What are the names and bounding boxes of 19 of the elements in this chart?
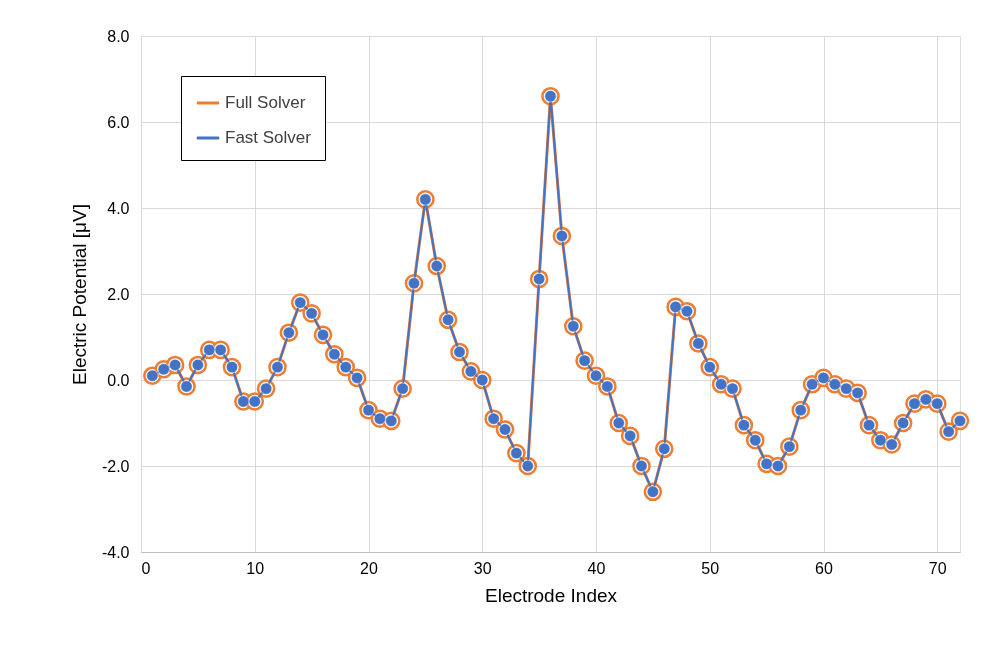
y-tick-label: 6.0 <box>107 113 130 131</box>
x-tick-label: 50 <box>701 559 720 577</box>
x-tick-label: 40 <box>587 559 606 577</box>
legend-label: Full Solver <box>225 93 306 112</box>
y-tick-label: 2.0 <box>107 285 130 303</box>
y-tick-label: -2.0 <box>101 457 130 475</box>
y-tick-label: 8.0 <box>107 27 130 45</box>
x-tick-label: 10 <box>246 559 265 577</box>
y-tick-label: 4.0 <box>107 199 130 217</box>
y-tick-label: 0.0 <box>107 371 130 389</box>
x-tick-label: 60 <box>815 559 833 577</box>
x-tick-label: 20 <box>360 559 378 577</box>
legend-label: Fast Solver <box>225 128 312 147</box>
x-axis-title: Electrode Index <box>484 584 618 606</box>
y-tick-label: -4.0 <box>101 543 130 561</box>
y-axis-title: Electric Potential [μV] <box>68 204 90 385</box>
x-tick-label: 30 <box>473 559 492 577</box>
x-tick-label: 0 <box>141 559 151 577</box>
x-tick-label: 70 <box>928 559 947 577</box>
